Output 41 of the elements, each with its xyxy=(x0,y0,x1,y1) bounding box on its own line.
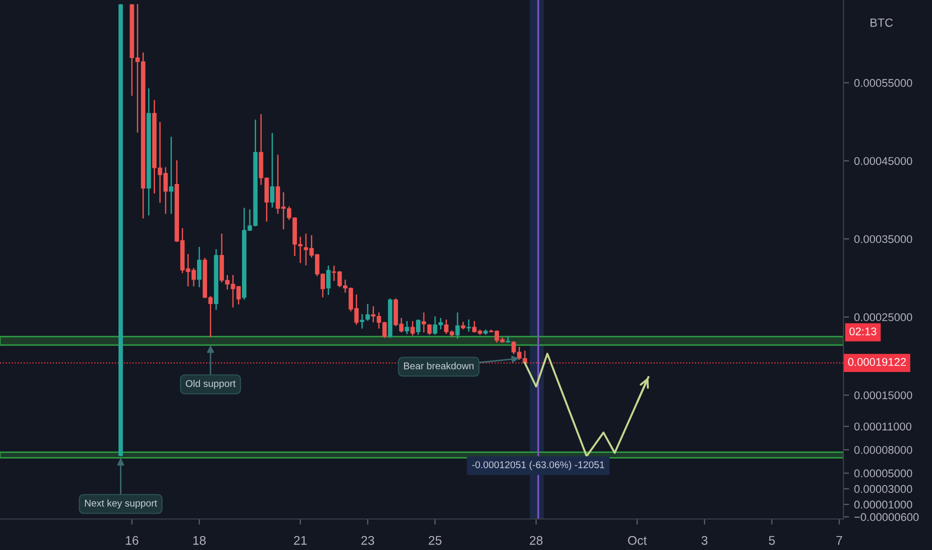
annotation: Old support xyxy=(186,380,236,389)
ref-line-label: 0.00019122 xyxy=(848,358,906,366)
y-tick-label: 0.00011000 xyxy=(854,422,912,430)
x-tick-label: 18 xyxy=(193,536,206,545)
x-tick-label: 7 xyxy=(836,536,842,545)
candlestick xyxy=(326,266,331,295)
candlestick xyxy=(366,304,370,321)
candlestick xyxy=(466,320,471,332)
candlestick xyxy=(169,136,174,214)
candlestick xyxy=(416,320,420,335)
y-tick-label: 0.00008000 xyxy=(854,446,912,454)
candlestick xyxy=(410,321,415,336)
annotation: -0.00012051 (-63.06%) -12051 xyxy=(472,461,604,470)
x-tick-label: 16 xyxy=(126,536,138,545)
text: 02:13 xyxy=(849,327,876,336)
y-tick-label: 0.00045000 xyxy=(854,157,912,165)
candlestick xyxy=(360,314,364,329)
y-tick-label: 0.00005000 xyxy=(854,469,912,478)
x-tick-label: 23 xyxy=(361,536,374,545)
x-tick-label: 21 xyxy=(294,536,307,545)
y-tick-label: 0.00001000 xyxy=(854,500,912,509)
x-tick-label: Oct xyxy=(628,536,647,545)
x-tick-label: 25 xyxy=(428,536,442,545)
x-tick-label: 28 xyxy=(530,536,543,545)
y-tick-label: 0.00025000 xyxy=(854,313,912,322)
y-tick-label: −0.00000600 xyxy=(854,513,919,522)
candlestick xyxy=(427,324,432,335)
candlestick xyxy=(455,312,460,339)
candlestick xyxy=(270,132,274,208)
y-tick-label: 0.00055000 xyxy=(854,79,912,87)
annotation: Bear breakdown xyxy=(404,362,474,370)
x-tick-label: 3 xyxy=(702,536,708,545)
y-tick-label: 0.00003000 xyxy=(854,485,912,493)
x-tick-label: 5 xyxy=(768,536,775,545)
y-tick-label: 0.00015000 xyxy=(854,391,912,400)
y-tick-label: 0.00035000 xyxy=(854,235,912,244)
candlestick xyxy=(197,246,202,288)
candlestick xyxy=(404,321,410,334)
y-axis-title: BTC xyxy=(870,18,893,27)
annotation: Next key support xyxy=(85,499,158,509)
candlestick xyxy=(422,312,426,332)
